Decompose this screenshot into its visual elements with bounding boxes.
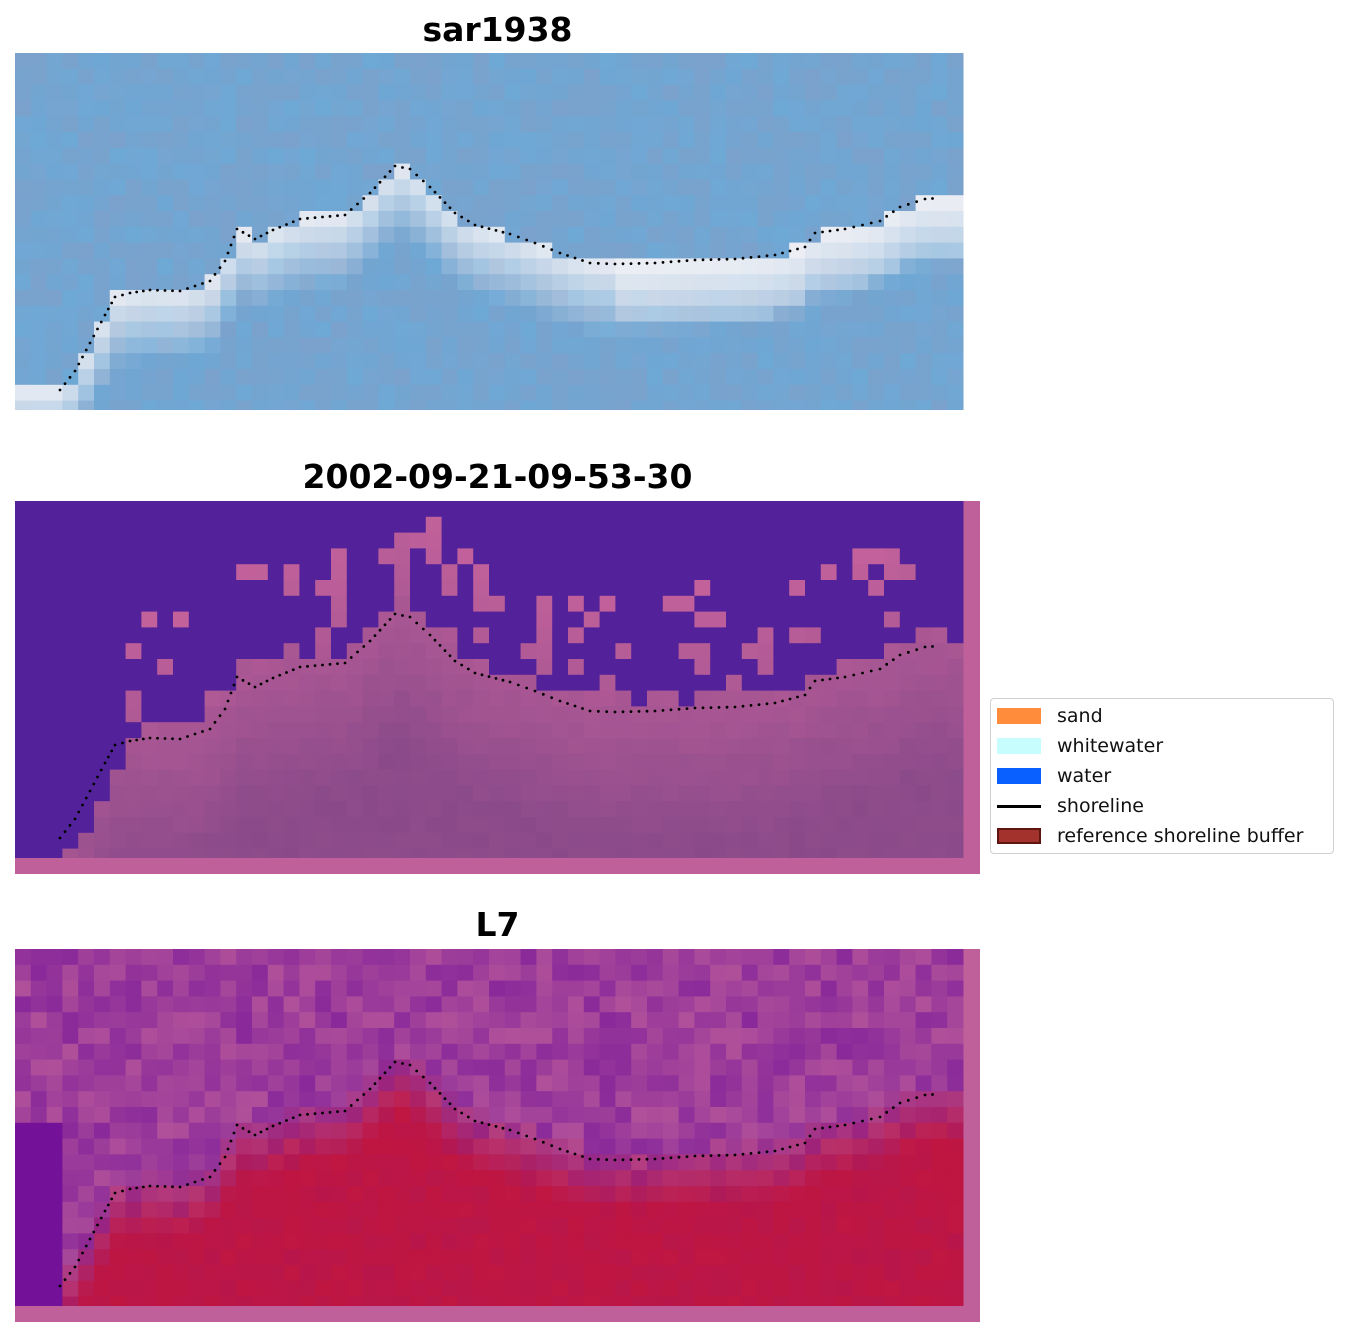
legend-item-water: water — [997, 764, 1111, 788]
l7-image — [15, 949, 980, 1322]
sar-image-panel — [15, 53, 964, 410]
panel-title-classification: 2002-09-21-09-53-30 — [302, 457, 693, 496]
legend-label-water: water — [1057, 765, 1112, 787]
panel-title-sar: sar1938 — [422, 10, 573, 49]
legend: sand whitewater water shoreline referenc… — [990, 698, 1334, 854]
classes-pixel-grid — [15, 501, 964, 858]
panel-title-l7: L7 — [475, 905, 520, 944]
water-swatch — [997, 768, 1041, 784]
legend-item-sand: sand — [997, 704, 1103, 728]
classification-image-panel — [15, 501, 980, 874]
shoreline-dots — [58, 164, 934, 392]
whitewater-swatch — [997, 738, 1041, 754]
shoreline-dots — [58, 612, 934, 840]
legend-label-sand: sand — [1057, 705, 1103, 727]
shoreline-line-swatch — [997, 804, 1041, 808]
legend-label-whitewater: whitewater — [1057, 735, 1164, 757]
sand-swatch — [997, 708, 1041, 724]
classification-image — [15, 501, 980, 874]
index-pixel-grid — [15, 949, 964, 1306]
legend-label-buffer: reference shoreline buffer — [1057, 825, 1304, 847]
l7-image-panel — [15, 949, 980, 1322]
buffer-swatch — [997, 828, 1041, 844]
sar-image — [15, 53, 964, 410]
sar-pixel-grid — [15, 53, 964, 410]
legend-label-shoreline: shoreline — [1057, 795, 1144, 817]
legend-item-buffer: reference shoreline buffer — [997, 824, 1303, 848]
legend-item-shoreline: shoreline — [997, 794, 1144, 818]
shoreline-dots — [58, 1060, 934, 1288]
legend-item-whitewater: whitewater — [997, 734, 1163, 758]
